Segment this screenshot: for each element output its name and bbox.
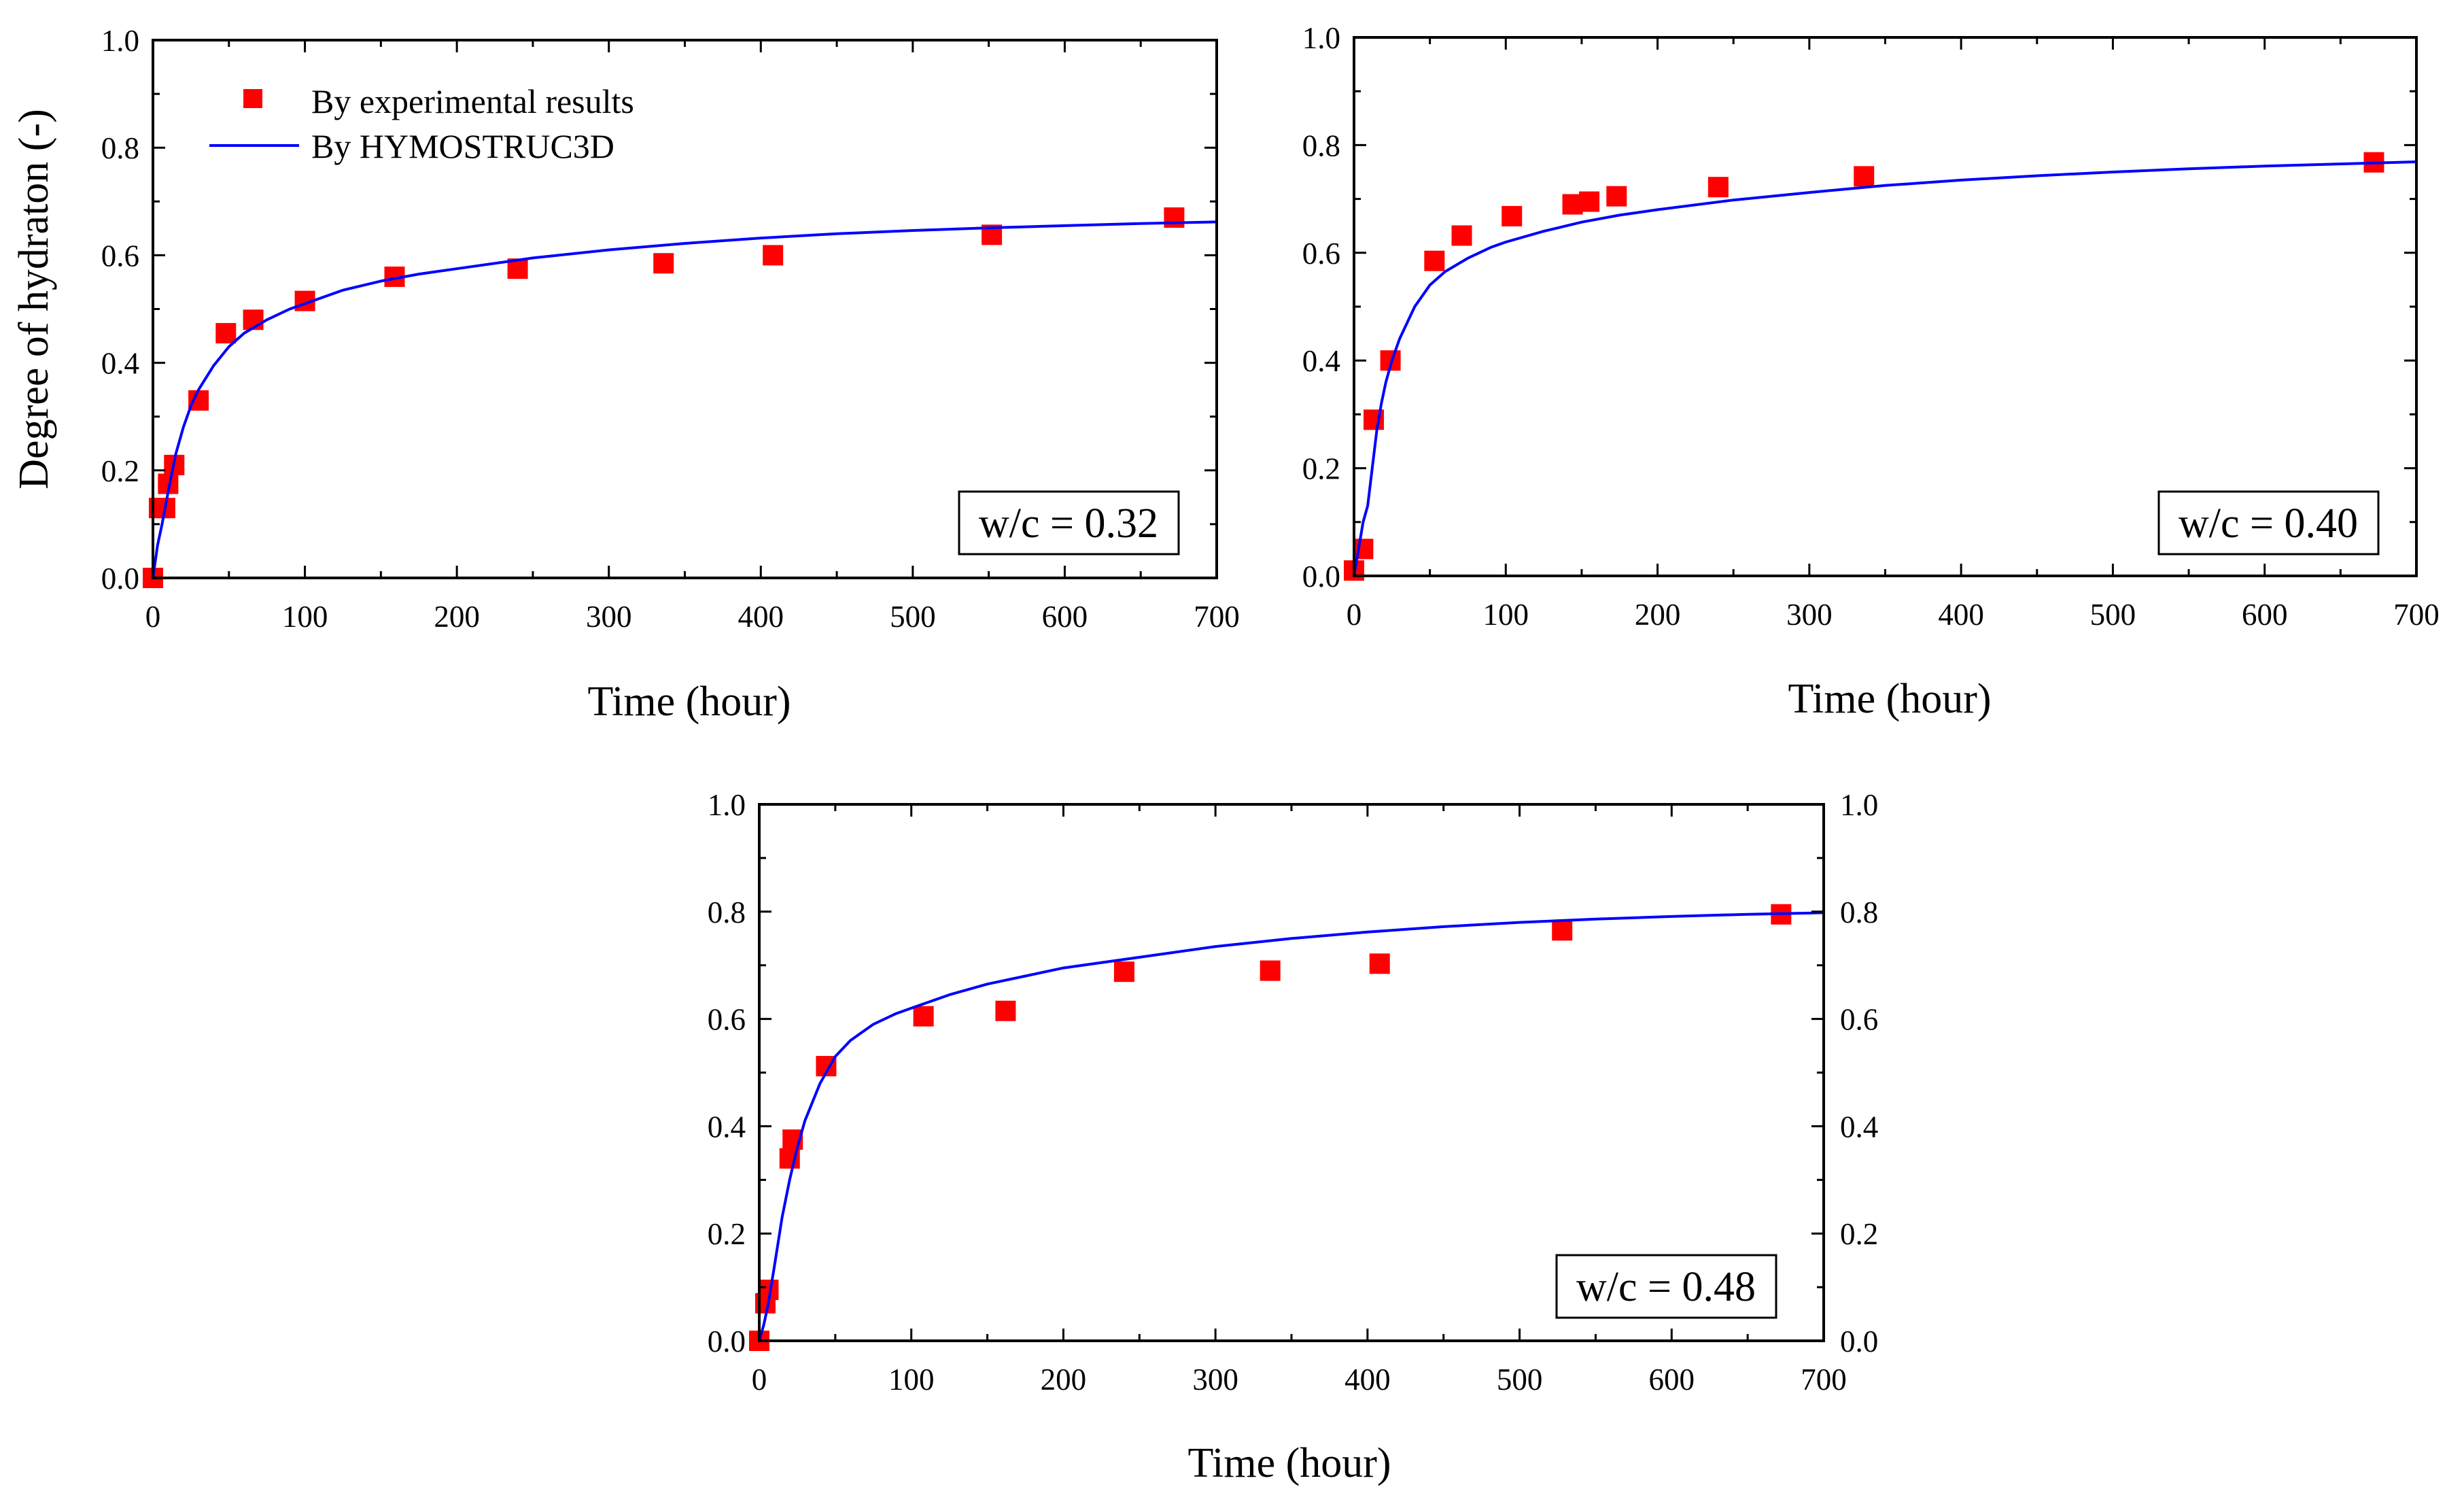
y-tick-label: 0.2	[708, 1217, 746, 1251]
y-tick-label: 0.6	[1302, 237, 1340, 271]
x-tick-label: 200	[1635, 598, 1681, 632]
experimental-point	[1424, 250, 1445, 271]
y-axis-title: Degree of hydraton (-)	[11, 109, 57, 489]
x-tick-label: 100	[888, 1363, 935, 1397]
experimental-point	[913, 1006, 934, 1027]
x-tick-label: 0	[145, 600, 161, 634]
x-tick-label: 100	[1483, 598, 1529, 632]
x-tick-label: 200	[1041, 1363, 1087, 1397]
right-y-tick-label: 1.0	[1840, 788, 1878, 822]
x-tick-label: 400	[1344, 1363, 1391, 1397]
plot-marks	[143, 207, 1217, 588]
x-tick-label: 0	[752, 1363, 767, 1397]
experimental-point	[1369, 953, 1390, 974]
x-tick-label: 300	[586, 600, 632, 634]
wc-annotation: w/c = 0.32	[958, 490, 1180, 556]
legend-experimental-label: By experimental results	[311, 82, 634, 120]
right-y-tick-label: 0.0	[1840, 1324, 1878, 1358]
x-tick-label: 600	[2242, 598, 2288, 632]
legend-experimental-marker	[243, 89, 262, 108]
chart-panel-wc-0-48: 0 100 200 300 400 500 600 700 0.0 0.2 0.4 0.6 0.8 1.0…	[708, 788, 1879, 1486]
experimental-point	[995, 1000, 1016, 1021]
x-tick-label: 700	[1194, 600, 1240, 634]
y-tick-label: 0.0	[1302, 560, 1340, 594]
experimental-point	[215, 323, 237, 344]
x-tick-label: 100	[282, 600, 328, 634]
experimental-point	[1260, 960, 1281, 981]
axis-ticks	[758, 803, 1825, 1342]
experimental-point	[1451, 225, 1472, 246]
wc-annotation: w/c = 0.40	[2157, 490, 2380, 556]
x-tick-label: 700	[1801, 1363, 1847, 1397]
wc-annotation-box	[958, 490, 1180, 556]
legend-model-label: By HYMOSTRUC3D	[311, 127, 614, 165]
x-axis-title: Time (hour)	[587, 679, 791, 725]
model-curve	[758, 911, 1824, 1341]
y-tick-label: 1.0	[101, 24, 139, 58]
experimental-point	[1502, 205, 1523, 226]
experimental-point	[1606, 186, 1627, 207]
wc-annotation-text: w/c = 0.40	[2179, 500, 2358, 547]
x-tick-label: 0	[1347, 598, 1362, 632]
wc-annotation-text: w/c = 0.48	[1576, 1264, 1756, 1310]
y-tick-label: 0.8	[708, 895, 746, 929]
experimental-point	[1113, 961, 1134, 982]
y-tick-label: 0.4	[1302, 344, 1340, 378]
experimental-point	[1164, 207, 1185, 228]
axis-ticks	[152, 39, 1218, 579]
y-tick-label: 0.4	[101, 347, 139, 381]
experimental-point	[763, 245, 784, 266]
y-tick-label: 0.8	[1302, 129, 1340, 163]
y-tick-label: 0.2	[1302, 452, 1340, 486]
y-tick-label: 1.0	[1302, 21, 1340, 55]
right-y-tick-label: 0.2	[1840, 1217, 1878, 1251]
right-y-tick-label: 0.8	[1840, 895, 1878, 929]
x-tick-label: 500	[890, 600, 936, 634]
wc-annotation-box	[1555, 1254, 1777, 1319]
x-tick-label: 600	[1649, 1363, 1695, 1397]
experimental-point	[1707, 177, 1729, 198]
axis-ticks	[1353, 36, 2418, 577]
y-tick-label: 1.0	[708, 788, 746, 822]
wc-annotation-box	[2157, 490, 2380, 556]
tick-labels: 0 100 200 300 400 500 600 700 0.0 0.2 0.4 0.6 0.8 1.0	[1302, 21, 2440, 632]
legend: By experimental results By HYMOSTRUC3D	[209, 82, 634, 165]
model-curve	[152, 220, 1217, 579]
experimental-point	[1854, 166, 1875, 187]
model-curve	[1353, 160, 2417, 577]
experimental-point	[653, 253, 674, 274]
y-tick-label: 0.6	[708, 1003, 746, 1037]
x-axis-title: Time (hour)	[1788, 676, 1991, 722]
x-tick-label: 400	[738, 600, 784, 634]
wc-annotation: w/c = 0.48	[1555, 1254, 1777, 1319]
y-tick-label: 0.2	[101, 454, 139, 488]
x-tick-label: 500	[1497, 1363, 1543, 1397]
x-tick-label: 500	[2090, 598, 2136, 632]
experimental-point	[1579, 191, 1600, 212]
experimental-point	[1552, 920, 1573, 941]
y-tick-label: 0.6	[101, 239, 139, 273]
wc-annotation-text: w/c = 0.32	[979, 500, 1158, 547]
tick-labels: 0 100 200 300 400 500 600 700 0.0 0.2 0.4 0.6 0.8 1.0	[101, 24, 1240, 634]
y-tick-label: 0.8	[101, 131, 139, 165]
chart-panel-wc-0-32: 0 100 200 300 400 500 600 700 0.0 0.2 0.4 0.6 0.8 1.0…	[11, 24, 1240, 725]
x-tick-label: 400	[1938, 598, 1984, 632]
y-tick-label: 0.0	[708, 1324, 746, 1358]
right-y-tick-label: 0.6	[1840, 1003, 1878, 1037]
x-tick-label: 200	[434, 600, 480, 634]
tick-labels: 0 100 200 300 400 500 600 700 0.0 0.2 0.4 0.6 0.8 1.0…	[708, 788, 1879, 1397]
x-axis-title: Time (hour)	[1187, 1440, 1391, 1486]
x-tick-label: 300	[1192, 1363, 1238, 1397]
y-tick-label: 0.0	[101, 562, 139, 596]
x-tick-label: 600	[1042, 600, 1088, 634]
x-tick-label: 700	[2393, 598, 2440, 632]
plot-marks	[1344, 152, 2417, 581]
x-tick-label: 300	[1786, 598, 1833, 632]
chart-panel-wc-0-40: 0 100 200 300 400 500 600 700 0.0 0.2 0.4 0.6 0.8 1.0…	[1302, 21, 2440, 722]
right-y-tick-label: 0.4	[1840, 1110, 1878, 1144]
y-tick-label: 0.4	[708, 1110, 746, 1144]
